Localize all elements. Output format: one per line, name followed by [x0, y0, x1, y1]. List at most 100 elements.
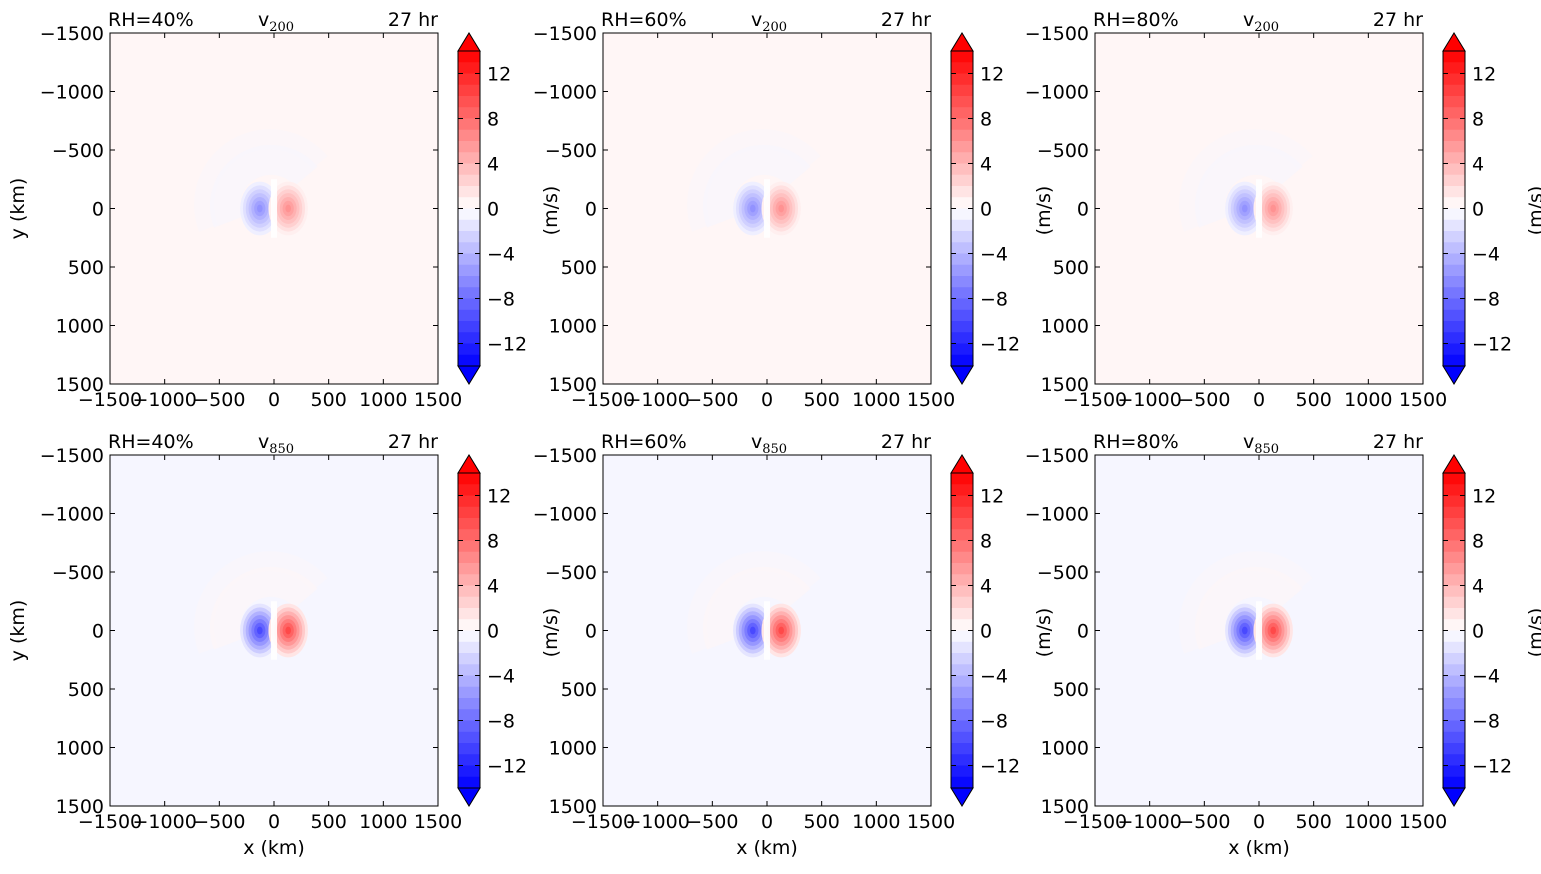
colorbar-level — [951, 641, 973, 654]
colorbar-level — [1443, 231, 1465, 243]
colorbar-level — [1443, 664, 1465, 676]
colorbar-level — [458, 62, 480, 74]
panel-var-sub: 200 — [762, 20, 787, 35]
colorbar-level — [951, 596, 973, 609]
colorbar-level — [1443, 197, 1465, 209]
panel-center-title: v200 — [1243, 9, 1279, 35]
colorbar-level — [951, 129, 973, 142]
colorbar-level — [951, 96, 973, 108]
x-axis-label: x (km) — [736, 837, 798, 859]
colorbar-level — [458, 332, 480, 344]
y-tick-label: 1500 — [1041, 374, 1089, 396]
y-tick-label: −1000 — [40, 82, 104, 104]
x-tick-label: −500 — [1178, 811, 1230, 833]
colorbar-level — [951, 343, 973, 356]
colorbar-tick-label: −8 — [487, 289, 515, 311]
colorbar-level — [951, 518, 973, 530]
colorbar-level — [951, 506, 973, 519]
colorbar-level — [951, 495, 973, 508]
y-tick-label: 500 — [561, 257, 597, 279]
colorbar-tick-label: 12 — [980, 64, 1004, 86]
colorbar-tick-label: −4 — [487, 244, 515, 266]
negative-lobe — [749, 204, 756, 213]
spiral-band — [687, 551, 821, 654]
x-tick-label: 0 — [761, 811, 773, 833]
colorbar-label: (m/s) — [1525, 608, 1541, 658]
colorbar-level — [458, 664, 480, 676]
colorbar-level — [1443, 675, 1465, 688]
colorbar-level — [951, 563, 973, 575]
zero-contour — [1256, 179, 1262, 238]
colorbar-tick-label: −8 — [980, 289, 1008, 311]
panel-var: v — [1243, 9, 1254, 31]
x-tick-label: −1000 — [1118, 389, 1182, 411]
x-tick-label: −500 — [686, 389, 738, 411]
colorbar-level — [458, 141, 480, 153]
spiral-band — [1195, 144, 1303, 228]
colorbar-tick-label: −4 — [1472, 666, 1500, 688]
colorbar-extend-max — [950, 32, 974, 52]
y-tick-label: 1500 — [1041, 796, 1089, 818]
y-tick-label: −500 — [52, 140, 104, 162]
colorbar-level — [1443, 242, 1465, 254]
colorbar-level — [1443, 473, 1465, 485]
colorbar-level — [951, 619, 973, 631]
colorbar-level — [951, 473, 973, 485]
colorbar-level — [1443, 219, 1465, 232]
panel-2: −1500−1000−500 0 500 1000 1500−1500−1000−500… — [1025, 9, 1541, 411]
colorbar-level — [458, 686, 480, 699]
y-tick-label: −1000 — [1025, 82, 1089, 104]
colorbar-extend-min — [1442, 787, 1466, 807]
colorbar-tick-label: −12 — [980, 334, 1020, 356]
colorbar-level — [951, 163, 973, 176]
colorbar-level — [1443, 73, 1465, 86]
field — [603, 455, 931, 806]
panel-5: −1500−1000−500 0 500 1000 1500−1500−1000−500… — [1025, 431, 1541, 859]
x-tick-label: 1500 — [414, 389, 462, 411]
colorbar-tick-label: 4 — [980, 154, 992, 176]
colorbar-level — [1443, 563, 1465, 575]
y-tick-label: 500 — [68, 257, 104, 279]
colorbar-extend-min — [1442, 365, 1466, 385]
y-tick-label: 0 — [92, 199, 104, 221]
colorbar-level — [951, 664, 973, 676]
colorbar-tick-label: 4 — [980, 576, 992, 598]
colorbar-level — [951, 551, 973, 564]
colorbar-level — [458, 253, 480, 266]
panel-var: v — [751, 9, 762, 31]
colorbar-label: (m/s) — [1525, 186, 1541, 236]
panel-right-title: 27 hr — [388, 9, 438, 31]
colorbar-level — [1443, 731, 1465, 744]
colorbar-tick-label: 0 — [1472, 199, 1484, 221]
panel-left-title: RH=40% — [108, 9, 194, 31]
y-tick-label: 1000 — [56, 738, 104, 760]
colorbar-level — [458, 585, 480, 598]
colorbar-level — [1443, 506, 1465, 519]
colorbar-extend-min — [457, 365, 481, 385]
colorbar-extend-min — [950, 787, 974, 807]
colorbar-extend-max — [1442, 454, 1466, 474]
x-tick-label: 1500 — [1399, 389, 1447, 411]
colorbar-level — [458, 641, 480, 654]
colorbar-level — [951, 219, 973, 232]
positive-lobe — [1270, 204, 1277, 213]
colorbar-level — [458, 529, 480, 541]
colorbar-tick-label: 4 — [1472, 576, 1484, 598]
x-tick-label: 500 — [1296, 811, 1332, 833]
zero-contour — [764, 179, 770, 238]
x-axis-label: x (km) — [243, 837, 305, 859]
colorbar-level — [951, 529, 973, 541]
colorbar-level — [951, 585, 973, 598]
y-tick-label: 1000 — [549, 316, 597, 338]
colorbar-level — [951, 62, 973, 74]
colorbar-level — [458, 653, 480, 665]
colorbar-level — [458, 129, 480, 142]
x-tick-label: −1000 — [626, 811, 690, 833]
colorbar-level — [1443, 551, 1465, 564]
panel-center-title: v200 — [751, 9, 787, 35]
colorbar: 12 8 4 0 −4 −8 −12 (m/s) — [950, 32, 1055, 385]
colorbar-level — [458, 309, 480, 322]
colorbar-level — [1443, 518, 1465, 530]
colorbar-level — [951, 118, 973, 131]
